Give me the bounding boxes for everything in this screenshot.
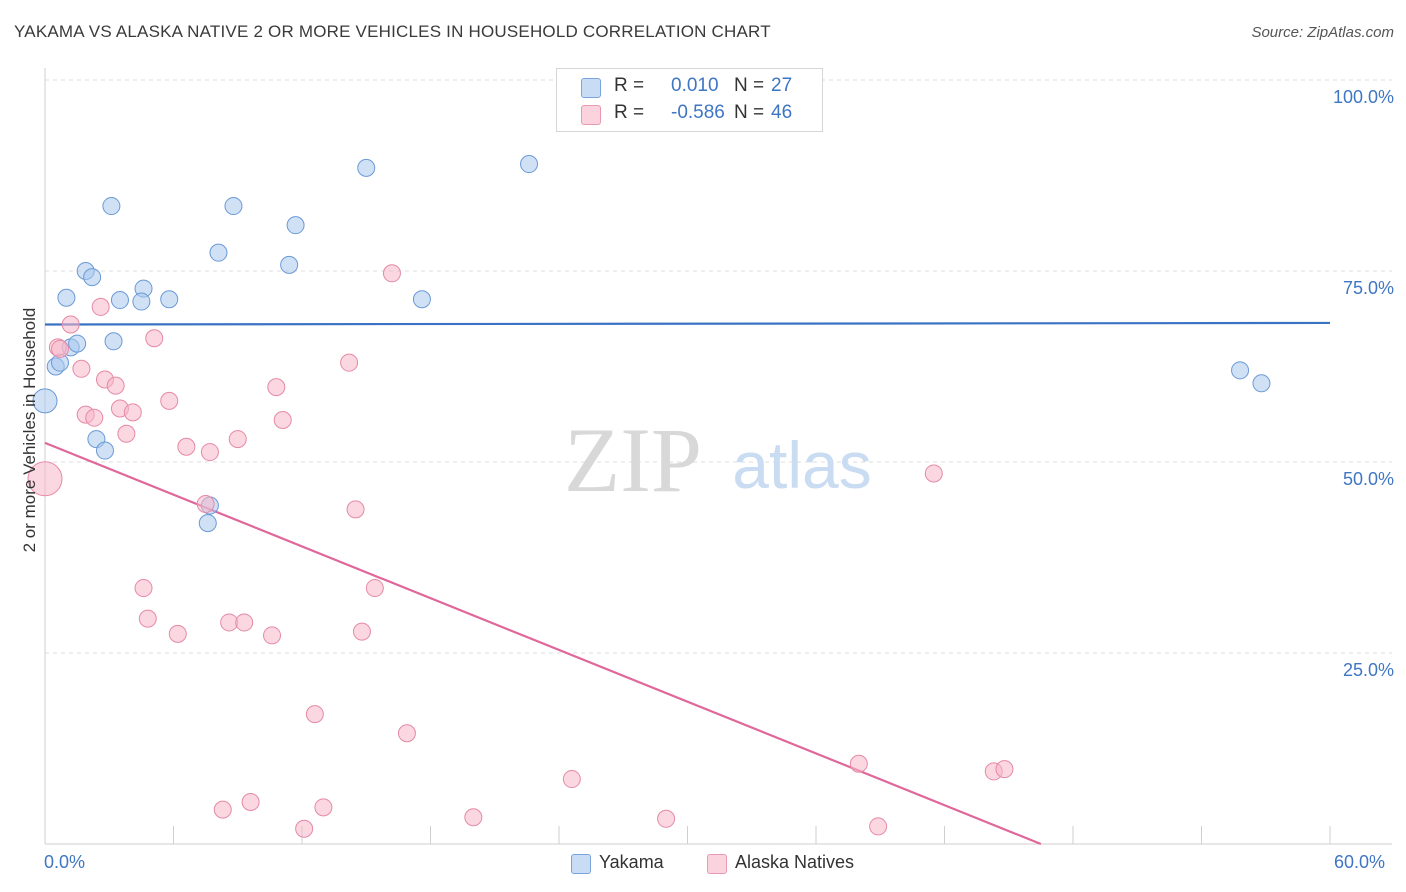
data-point-yakama[interactable]	[280, 255, 299, 274]
stats-r-value: 0.010	[671, 75, 719, 96]
y-tick-label-75: 75.0%	[1342, 278, 1394, 298]
data-point-yakama[interactable]	[104, 332, 123, 351]
data-point-alaska-natives[interactable]	[340, 353, 359, 372]
data-point-yakama[interactable]	[1252, 374, 1271, 393]
data-point-alaska-natives[interactable]	[50, 339, 69, 358]
y-axis-label: 2 or more Vehicles in Household	[20, 307, 39, 553]
data-point-alaska-natives[interactable]	[177, 437, 196, 456]
data-point-alaska-natives[interactable]	[464, 808, 483, 827]
data-point-yakama[interactable]	[102, 197, 121, 216]
trend-line-alaska-natives	[44, 441, 1042, 846]
data-point-alaska-natives[interactable]	[72, 359, 91, 378]
data-point-alaska-natives[interactable]	[657, 809, 676, 828]
data-point-alaska-natives[interactable]	[61, 315, 80, 334]
y-tick-label-25: 25.0%	[1342, 660, 1394, 680]
data-point-alaska-natives[interactable]	[263, 626, 282, 645]
data-points	[27, 155, 1271, 838]
data-point-alaska-natives[interactable]	[352, 622, 371, 641]
data-point-alaska-natives[interactable]	[267, 378, 286, 397]
data-point-alaska-natives[interactable]	[85, 408, 104, 427]
data-point-yakama[interactable]	[160, 290, 179, 309]
data-point-alaska-natives[interactable]	[241, 792, 260, 811]
data-point-yakama[interactable]	[286, 216, 305, 235]
data-point-yakama[interactable]	[412, 290, 431, 309]
grid-lines	[45, 79, 1392, 654]
data-point-alaska-natives[interactable]	[235, 613, 254, 632]
data-point-alaska-natives[interactable]	[160, 391, 179, 410]
trend-line-yakama	[44, 321, 1331, 326]
watermark-atlas: atlas	[732, 428, 871, 502]
stats-n-label: N =	[734, 102, 765, 123]
watermark: ZIP atlas	[564, 409, 872, 511]
stats-swatch-yakama	[581, 78, 601, 98]
stats-legend: R = 0.010 N = 27 R = -0.586 N = 46	[556, 68, 823, 132]
data-point-alaska-natives[interactable]	[562, 770, 581, 789]
data-point-yakama[interactable]	[357, 158, 376, 177]
data-point-alaska-natives[interactable]	[106, 376, 125, 395]
y-tick-label-50: 50.0%	[1342, 469, 1394, 489]
data-point-alaska-natives[interactable]	[314, 798, 333, 817]
data-point-alaska-natives[interactable]	[213, 800, 232, 819]
data-point-alaska-natives[interactable]	[123, 403, 142, 422]
y-axis-label-wrap: 2 or more Vehicles in Household	[16, 130, 44, 730]
legend-swatch-alaska-natives	[707, 854, 727, 874]
data-point-alaska-natives[interactable]	[273, 410, 292, 429]
legend-label-yakama: Yakama	[599, 852, 664, 872]
data-point-alaska-natives[interactable]	[168, 624, 187, 643]
data-point-alaska-natives[interactable]	[849, 754, 868, 773]
data-point-alaska-natives[interactable]	[134, 579, 153, 598]
data-point-yakama[interactable]	[198, 514, 217, 533]
data-point-yakama[interactable]	[95, 441, 114, 460]
data-point-alaska-natives[interactable]	[91, 297, 110, 316]
data-point-alaska-natives[interactable]	[397, 724, 416, 743]
data-point-alaska-natives[interactable]	[924, 464, 943, 483]
data-point-yakama[interactable]	[520, 155, 539, 174]
legend-swatch-yakama	[571, 854, 591, 874]
x-tick-label-min: 0.0%	[44, 852, 86, 872]
trend-lines	[44, 321, 1331, 846]
data-point-alaska-natives[interactable]	[228, 430, 247, 449]
data-point-yakama[interactable]	[132, 292, 151, 311]
stats-r-label: R =	[614, 75, 645, 96]
stats-r-label: R =	[614, 102, 645, 123]
data-point-alaska-natives[interactable]	[117, 424, 136, 443]
data-point-yakama[interactable]	[1231, 361, 1250, 380]
data-point-alaska-natives[interactable]	[200, 443, 219, 462]
data-point-alaska-natives[interactable]	[346, 500, 365, 519]
source-label: Source: ZipAtlas.com	[1251, 24, 1394, 41]
legend-label-alaska-natives: Alaska Natives	[735, 852, 855, 872]
data-point-yakama[interactable]	[110, 291, 129, 310]
chart-title: YAKAMA VS ALASKA NATIVE 2 OR MORE VEHICL…	[14, 22, 771, 41]
axes	[44, 68, 1392, 845]
data-point-alaska-natives[interactable]	[869, 817, 888, 836]
data-point-alaska-natives[interactable]	[995, 760, 1014, 779]
data-point-yakama[interactable]	[209, 243, 228, 262]
y-tick-label-100: 100.0%	[1332, 87, 1394, 107]
x-tick-label-max: 60.0%	[1334, 852, 1386, 872]
data-point-alaska-natives[interactable]	[196, 495, 215, 514]
data-point-alaska-natives[interactable]	[305, 705, 324, 724]
data-point-yakama[interactable]	[68, 334, 87, 353]
data-point-yakama[interactable]	[57, 288, 76, 307]
data-point-alaska-natives[interactable]	[382, 264, 401, 283]
stats-r-value: -0.586	[671, 102, 725, 123]
stats-n-label: N =	[734, 75, 765, 96]
stats-n-value: 27	[771, 75, 793, 96]
watermark-zip: ZIP	[564, 409, 702, 511]
data-point-yakama[interactable]	[83, 268, 102, 287]
data-point-alaska-natives[interactable]	[295, 819, 314, 838]
data-point-alaska-natives[interactable]	[27, 461, 63, 497]
data-point-yakama[interactable]	[32, 388, 58, 414]
data-point-alaska-natives[interactable]	[145, 329, 164, 348]
stats-swatch-alaska-natives	[581, 105, 601, 125]
data-point-yakama[interactable]	[224, 197, 243, 216]
data-point-alaska-natives[interactable]	[365, 579, 384, 598]
data-point-alaska-natives[interactable]	[138, 609, 157, 628]
stats-n-value: 46	[771, 102, 793, 123]
data-point-alaska-natives[interactable]	[220, 613, 239, 632]
